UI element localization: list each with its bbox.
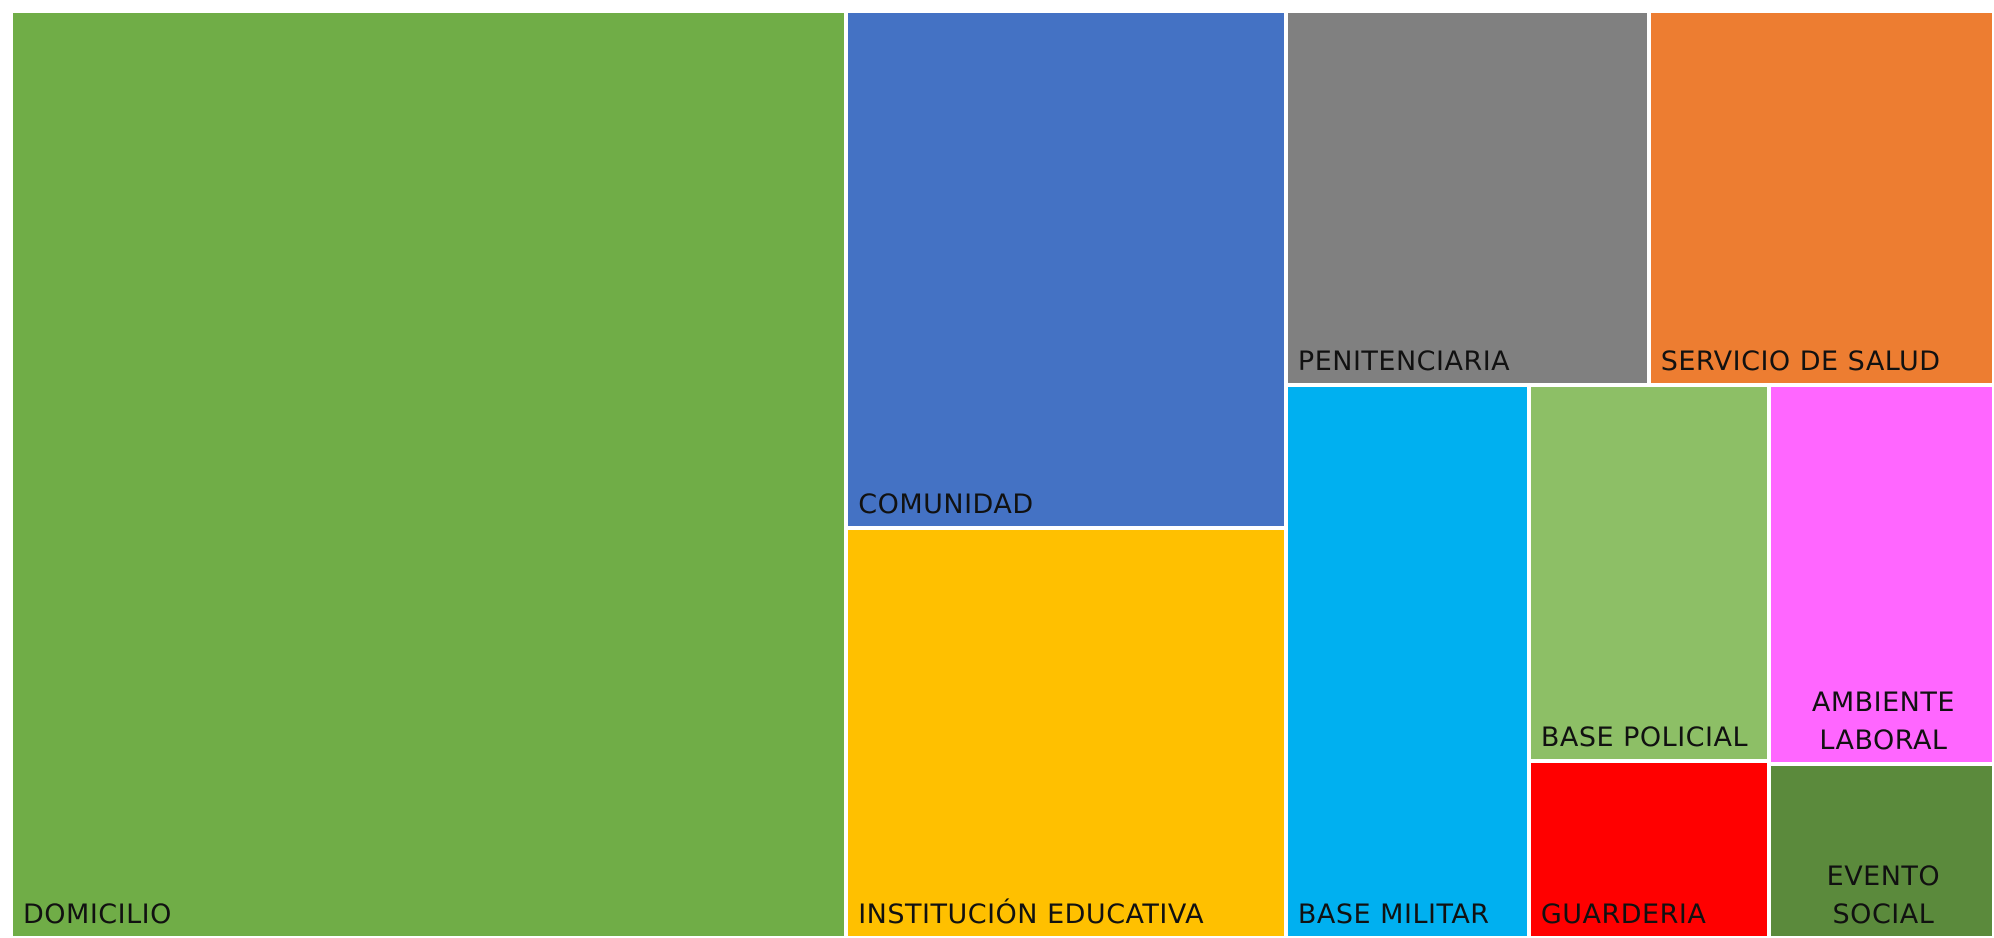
cell-label: BASE POLICIAL [1540, 721, 1748, 753]
treemap-cell: BASE MILITAR [1287, 387, 1527, 936]
cell-label: SERVICIO DE SALUD [1660, 346, 1941, 378]
cell-label: DOMICILIO [23, 899, 172, 930]
treemap-cell: BASE POLICIAL [1530, 387, 1767, 759]
cell-label: GUARDERIA [1540, 898, 1707, 930]
cell-label: PENITENCIARIA [1297, 346, 1511, 378]
cell-label: COMUNIDAD [858, 489, 1034, 521]
cell-label: EVENTO SOCIAL [1826, 860, 1941, 930]
cell-label: BASE MILITAR [1297, 898, 1490, 930]
treemap-cell: SERVICIO DE SALUD [1650, 13, 1992, 384]
treemap-cell: DOMICILIO [13, 13, 845, 936]
cell-label: AMBIENTE LABORAL [1811, 686, 1955, 756]
treemap-cell: EVENTO SOCIAL [1770, 765, 1992, 936]
cell-label: INSTITUCIÓN EDUCATIVA [858, 898, 1205, 930]
treemap-cell: COMUNIDAD [848, 13, 1284, 527]
treemap-cell: PENITENCIARIA [1287, 13, 1647, 384]
treemap-cell: INSTITUCIÓN EDUCATIVA [848, 530, 1284, 936]
treemap-cell: AMBIENTE LABORAL [1770, 387, 1992, 762]
treemap-cell: GUARDERIA [1530, 762, 1767, 936]
